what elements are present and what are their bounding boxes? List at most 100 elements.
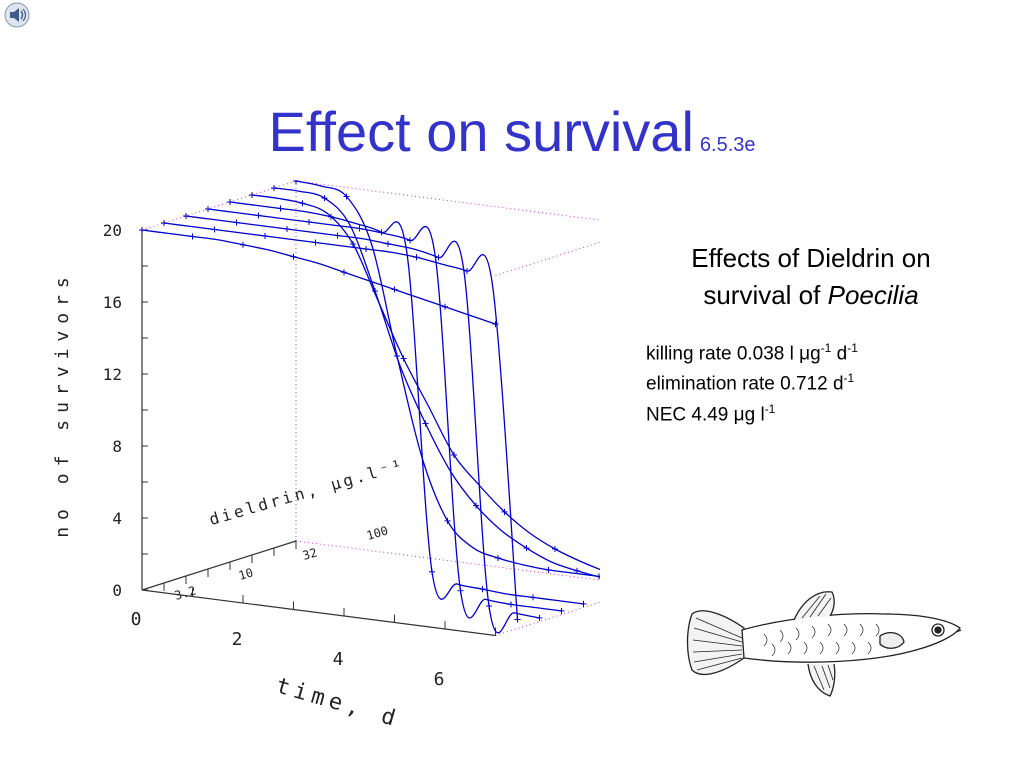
data-point <box>161 220 167 226</box>
y-tick-label: 16 <box>103 293 122 312</box>
data-point <box>391 286 398 293</box>
z-tick-label: 100 <box>365 523 390 542</box>
data-point <box>183 213 189 219</box>
data-point <box>451 452 457 458</box>
killing-rate-d: d <box>831 343 848 365</box>
data-point <box>312 239 319 246</box>
data-point <box>293 180 299 184</box>
data-point <box>413 254 420 261</box>
nec-text: NEC 4.49 <box>646 403 734 425</box>
data-point <box>189 233 196 240</box>
survival-curve <box>229 201 584 605</box>
data-point <box>394 353 400 359</box>
data-point <box>486 603 492 609</box>
data-point <box>407 237 413 244</box>
nec-value: NEC 4.49 μg l-1 <box>646 401 776 425</box>
chart-markers <box>139 180 600 623</box>
chart-caption: Effects of Dieldrin on survival of Poeci… <box>646 240 976 427</box>
data-point <box>545 566 552 573</box>
data-point <box>558 607 565 614</box>
killing-rate: killing rate 0.038 l μg-1 d-1 <box>646 341 858 365</box>
data-point <box>299 200 306 207</box>
survival-curve <box>141 229 496 325</box>
data-point <box>139 227 145 233</box>
data-point <box>536 614 543 621</box>
data-point <box>479 586 486 593</box>
data-point <box>328 213 334 220</box>
survival-curve <box>273 187 600 578</box>
killing-rate-exp1: -1 <box>820 341 832 355</box>
poecilia-fish-illustration <box>686 591 962 697</box>
data-point <box>442 303 448 310</box>
caption-heading: Effects of Dieldrin on survival of Poeci… <box>646 240 976 314</box>
data-point <box>306 219 312 225</box>
data-point <box>385 240 391 247</box>
data-point <box>523 545 530 552</box>
data-point <box>227 199 233 205</box>
z-axis <box>141 540 297 591</box>
survival-curve <box>251 194 600 571</box>
y-tick-label: 8 <box>112 437 122 456</box>
data-point <box>271 185 277 191</box>
data-point <box>356 225 363 232</box>
data-point <box>363 246 369 252</box>
z-tick-label: 10 <box>237 565 255 582</box>
z-tick-label: 3.2 <box>173 583 198 602</box>
caption-line-1: Effects of Dieldrin on <box>691 243 931 273</box>
y-tick-label: 4 <box>112 509 122 528</box>
nec-exp: -1 <box>764 401 776 416</box>
data-point <box>444 517 451 524</box>
nec-unit: g l <box>744 403 765 425</box>
caption-prefix: survival of <box>703 280 821 310</box>
y-axis-title: no of survivors <box>52 270 73 538</box>
elimination-rate: elimination rate 0.712 d-1 <box>646 366 976 396</box>
chart-axes <box>141 229 496 637</box>
data-point <box>464 268 470 274</box>
killing-rate-unit: g <box>810 343 821 365</box>
data-point <box>284 226 290 232</box>
x-tick-label: 2 <box>232 629 243 650</box>
elimination-rate-value: elimination rate 0.712 d <box>646 373 844 395</box>
caption-line-2: survival of Poecilia <box>646 277 976 314</box>
slide-number: 6.5.3e <box>699 134 756 156</box>
chart-curves <box>141 180 600 634</box>
survival-curve <box>207 208 562 619</box>
survival-curve <box>163 222 519 620</box>
data-point <box>321 195 328 202</box>
data-point <box>492 321 499 328</box>
data-point <box>211 226 218 233</box>
y-tick-label: 20 <box>103 221 122 240</box>
survival-curve <box>295 180 600 578</box>
data-point <box>508 601 514 608</box>
speaker-icon[interactable] <box>4 2 30 28</box>
data-point <box>596 573 600 580</box>
data-point <box>435 254 442 261</box>
data-point <box>205 206 211 212</box>
parameter-list: killing rate 0.038 l μg-1 d-1 eliminatio… <box>646 336 976 427</box>
data-point <box>290 253 297 260</box>
x-tick-label: 6 <box>434 669 445 690</box>
chart-labels: 0 4 8 12 16 20 0 2 4 6 3.2 10 32 100 no of survivors ti… <box>52 221 444 733</box>
y-tick-label: 12 <box>103 365 122 384</box>
data-point <box>350 241 356 247</box>
x-tick-label: 0 <box>131 609 142 630</box>
data-point <box>495 555 501 561</box>
elimination-rate-exp: -1 <box>843 371 855 386</box>
data-point <box>277 205 284 212</box>
top-right-edge <box>495 241 600 276</box>
x-axis-title: time, d <box>273 674 403 733</box>
z-tick-label: 32 <box>301 545 319 562</box>
data-point <box>334 232 341 239</box>
data-point <box>372 288 378 294</box>
data-point <box>501 508 508 515</box>
x-axis <box>141 589 496 637</box>
data-point <box>580 600 587 607</box>
data-point <box>343 193 350 200</box>
data-point <box>429 568 435 575</box>
killing-rate-value: killing rate 0.038 l <box>646 343 800 365</box>
floor-right-edge <box>495 601 600 636</box>
z-axis-title: dieldrin, μg.l⁻¹ <box>207 455 407 529</box>
species-name: Poecilia <box>827 280 919 310</box>
data-point <box>233 219 240 226</box>
data-point <box>341 269 347 276</box>
